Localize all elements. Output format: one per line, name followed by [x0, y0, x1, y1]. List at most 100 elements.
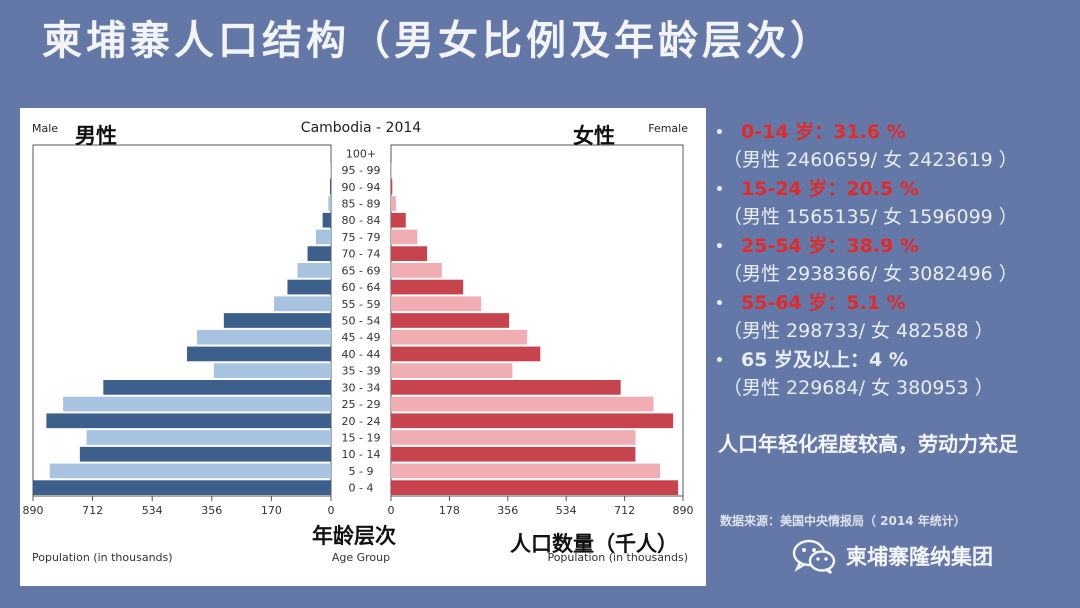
x-tick-label: 178 — [439, 504, 460, 517]
female-bar — [391, 346, 541, 362]
female-bar — [391, 329, 528, 345]
bullet-icon: • — [715, 124, 724, 141]
age-group-label: 20 - 24 — [342, 415, 381, 428]
age-group-label: 10 - 14 — [342, 448, 381, 461]
stat-detail: （男性 1565135/ 女 1596099 ） — [723, 206, 1018, 228]
x-tick-label: 712 — [82, 504, 103, 517]
male-bar — [297, 263, 331, 278]
chart-svg: 0 - 4 5 - 9 10 - 14 15 - 19 20 - 24 25 - 29 30… — [23, 120, 694, 564]
female-bar — [391, 430, 636, 445]
female-bar — [391, 212, 406, 228]
bullet-icon: • — [715, 181, 724, 198]
bullet-icon: • — [715, 295, 724, 312]
female-bar — [391, 413, 674, 429]
x-tick-label: 534 — [142, 504, 163, 517]
brand: 柬埔寨隆纳集团 — [790, 536, 993, 576]
male-label: Male — [32, 122, 58, 135]
age-group-label: 30 - 34 — [342, 381, 381, 394]
male-bar — [307, 246, 331, 261]
male-bar — [49, 463, 331, 479]
x-tick-label: 0 — [328, 504, 335, 517]
male-bar — [213, 363, 331, 378]
population-pyramid-chart: 0 - 4 5 - 9 10 - 14 15 - 19 20 - 24 25 - 29 30… — [20, 108, 706, 586]
age-group-label: 25 - 29 — [342, 398, 381, 411]
x-tick-label: 712 — [614, 504, 635, 517]
female-bar — [391, 463, 661, 479]
age-group-label: 15 - 19 — [342, 432, 381, 445]
male-bar — [315, 229, 331, 245]
female-bar — [391, 196, 396, 211]
female-bar — [391, 363, 513, 378]
slide-title: 柬埔寨人口结构（男女比例及年龄层次） — [42, 18, 834, 64]
male-bar — [287, 279, 331, 295]
age-group-label: 60 - 64 — [342, 281, 381, 294]
age-group-label: 75 - 79 — [342, 231, 381, 244]
male-bar — [329, 179, 331, 195]
age-group-label: 0 - 4 — [349, 482, 374, 495]
age-group-label: 35 - 39 — [342, 365, 381, 378]
male-bar — [328, 196, 331, 211]
male-bar — [103, 380, 331, 395]
female-bar — [391, 263, 442, 278]
age-group-cn-label: 年龄层次 — [312, 524, 396, 548]
male-bar — [46, 413, 332, 429]
x-tick-label: 356 — [201, 504, 222, 517]
population-cn-label: 人口数量（千人） — [510, 532, 678, 556]
x-tick-label: 890 — [673, 504, 694, 517]
male-bar — [197, 329, 331, 345]
source-note: 数据来源：美国中央情报局（ 2014 年统计） — [720, 514, 966, 528]
male-bar — [79, 446, 331, 462]
female-bar — [391, 480, 679, 495]
age-group-label: 40 - 44 — [342, 348, 381, 361]
age-group-label: 55 - 59 — [342, 298, 381, 311]
female-label: Female — [648, 122, 688, 135]
female-bar — [391, 396, 654, 412]
female-bar — [391, 279, 464, 295]
male-bar — [33, 480, 331, 495]
age-group-label: 80 - 84 — [342, 214, 381, 227]
stat-label: 0-14 岁：31.6 % — [741, 121, 906, 143]
male-cn-label: 男性 — [75, 124, 117, 148]
x-axis-label-center: Age Group — [332, 551, 390, 564]
bullet-icon: • — [715, 352, 724, 369]
stats-list: • 0-14 岁：31.6 % （男性 2460659/ 女 2423619 ） • 1… — [715, 118, 1075, 403]
female-bar — [391, 179, 393, 195]
stat-label: 65 岁及以上：4 % — [741, 349, 908, 371]
age-group-label: 65 - 69 — [342, 264, 381, 277]
female-bar — [391, 229, 418, 245]
x-axis-label-left: Population (in thousands) — [32, 551, 173, 564]
stat-item-head: • 15-24 岁：20.5 % — [715, 175, 1075, 203]
age-group-label: 45 - 49 — [342, 331, 381, 344]
age-group-label: 50 - 54 — [342, 315, 381, 328]
male-bar — [223, 313, 331, 328]
female-bar — [391, 380, 621, 395]
x-tick-label: 890 — [23, 504, 44, 517]
x-tick-label: 0 — [388, 504, 395, 517]
bullet-icon: • — [715, 238, 724, 255]
brand-name: 柬埔寨隆纳集团 — [846, 545, 993, 569]
stat-detail: （男性 298733/ 女 482588 ） — [723, 320, 994, 342]
male-bar — [274, 296, 331, 312]
stat-item-head: • 25-54 岁：38.9 % — [715, 232, 1075, 260]
age-group-label: 90 - 94 — [342, 181, 381, 194]
age-group-label: 85 - 89 — [342, 198, 381, 211]
male-bar — [322, 212, 331, 228]
male-bar — [86, 430, 332, 445]
x-tick-label: 170 — [261, 504, 282, 517]
age-group-label: 100+ — [346, 147, 376, 160]
female-bar — [391, 446, 636, 462]
female-cn-label: 女性 — [573, 124, 615, 148]
stat-item-head: • 65 岁及以上：4 % — [715, 346, 1075, 374]
conclusion-text: 人口年轻化程度较高，劳动力充足 — [718, 432, 1018, 456]
stat-label: 15-24 岁：20.5 % — [741, 178, 919, 200]
stat-detail: （男性 2460659/ 女 2423619 ） — [723, 149, 1018, 171]
x-tick-label: 356 — [497, 504, 518, 517]
stat-detail: （男性 2938366/ 女 3082496 ） — [723, 263, 1018, 285]
stat-item-head: • 55-64 岁：5.1 % — [715, 289, 1075, 317]
stat-label: 25-54 岁：38.9 % — [741, 235, 919, 257]
age-group-label: 5 - 9 — [349, 465, 374, 478]
stat-label: 55-64 岁：5.1 % — [741, 292, 906, 314]
male-bar — [187, 346, 331, 362]
age-group-label: 70 - 74 — [342, 248, 381, 261]
wechat-icon — [792, 539, 836, 574]
